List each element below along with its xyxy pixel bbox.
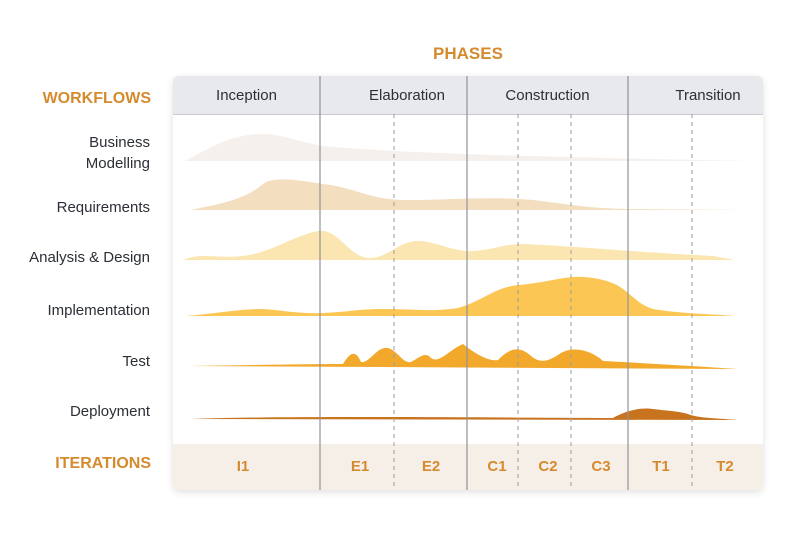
- phase-elaboration: Elaboration: [369, 87, 445, 104]
- iteration-c1: C1: [487, 458, 507, 475]
- workflow-label-test: Test: [122, 353, 150, 370]
- phase-header-bar: [173, 76, 763, 115]
- workflow-diagram: [183, 76, 748, 490]
- workflow-curve-implementation: [185, 276, 735, 316]
- phase-inception: Inception: [216, 87, 277, 104]
- iteration-c2: C2: [538, 458, 558, 475]
- workflow-label-implementation: Implementation: [47, 302, 150, 319]
- workflow-curve-business-modelling: [185, 134, 748, 161]
- phase-construction: Construction: [505, 87, 590, 104]
- iteration-t2: T2: [716, 458, 734, 475]
- workflow-curve-requirements: [191, 179, 745, 210]
- iteration-e2: E2: [421, 458, 441, 475]
- phases-title: PHASES: [433, 44, 503, 63]
- iteration-e1: E1: [350, 458, 370, 475]
- workflow-curve-analysis-design: [183, 230, 735, 260]
- workflow-label-analysis-design: Analysis & Design: [29, 249, 150, 266]
- phases-panel: Inception Elaboration Construction Trans…: [173, 76, 763, 490]
- workflow-label-requirements: Requirements: [56, 199, 150, 216]
- phase-transition: Transition: [675, 87, 741, 104]
- workflow-curve-test: [188, 344, 738, 369]
- iteration-i1: I1: [236, 458, 250, 475]
- workflows-heading: WORKFLOWS: [42, 90, 151, 107]
- iteration-t1: T1: [652, 458, 670, 475]
- workflow-label-deployment: Deployment: [69, 403, 150, 420]
- workflow-curve-deployment: [191, 408, 738, 420]
- workflow-label-business-modelling: Business Modelling: [85, 134, 150, 172]
- iteration-c3: C3: [591, 458, 611, 475]
- iterations-heading: ITERATIONS: [55, 455, 151, 472]
- iteration-bar: [173, 444, 763, 490]
